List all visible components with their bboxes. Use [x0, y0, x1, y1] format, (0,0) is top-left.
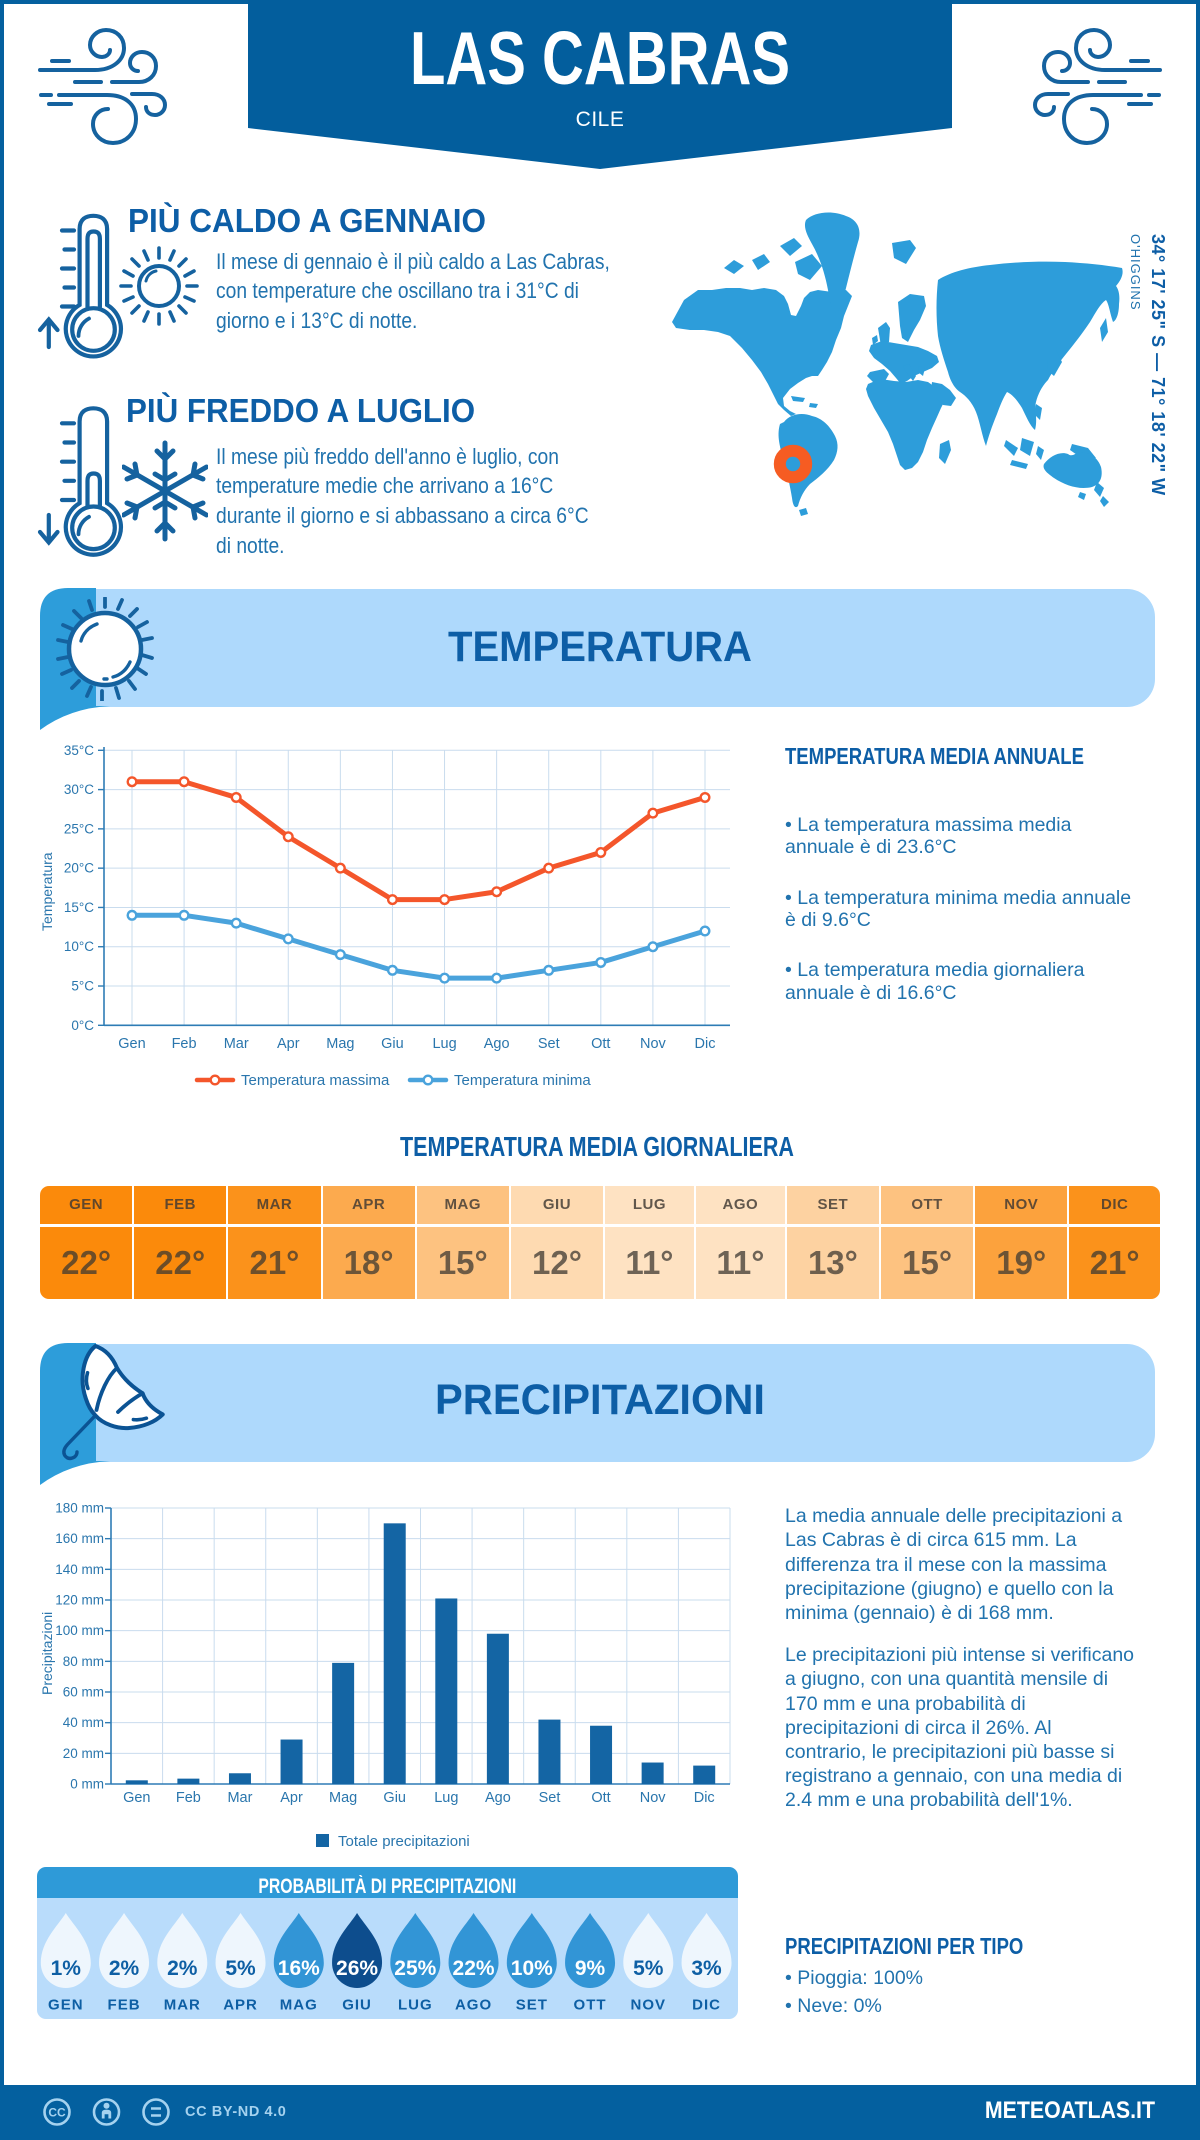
svg-text:5°C: 5°C [71, 979, 94, 994]
svg-text:Ago: Ago [484, 1036, 510, 1052]
svg-text:NOV: NOV [631, 1997, 667, 2014]
svg-text:MAR: MAR [164, 1997, 201, 2014]
svg-text:Giu: Giu [383, 1790, 406, 1806]
svg-text:25%: 25% [394, 1957, 436, 1980]
svg-text:5%: 5% [225, 1957, 256, 1980]
svg-text:Nov: Nov [640, 1790, 667, 1806]
svg-text:100 mm: 100 mm [55, 1623, 104, 1638]
svg-text:16%: 16% [278, 1957, 320, 1980]
svg-text:AGO: AGO [455, 1997, 492, 2014]
svg-text:Feb: Feb [172, 1036, 197, 1052]
svg-text:APR: APR [223, 1997, 258, 2014]
svg-text:Lug: Lug [432, 1036, 456, 1052]
svg-text:Mag: Mag [329, 1790, 357, 1806]
svg-text:3%: 3% [691, 1957, 722, 1980]
svg-text:160 mm: 160 mm [55, 1531, 104, 1546]
svg-text:Set: Set [539, 1790, 561, 1806]
svg-text:DIC: DIC [692, 1997, 721, 2014]
svg-text:1%: 1% [51, 1957, 82, 1980]
svg-text:20°C: 20°C [64, 861, 94, 876]
svg-text:Dic: Dic [694, 1790, 715, 1806]
svg-text:GIU: GIU [342, 1997, 372, 2014]
svg-text:Set: Set [538, 1036, 560, 1052]
svg-text:180 mm: 180 mm [55, 1501, 104, 1516]
svg-text:Lug: Lug [434, 1790, 458, 1806]
svg-text:30°C: 30°C [64, 782, 94, 797]
svg-text:Mag: Mag [326, 1036, 354, 1052]
svg-text:140 mm: 140 mm [55, 1562, 104, 1577]
svg-text:Gen: Gen [123, 1790, 150, 1806]
svg-text:OTT: OTT [574, 1997, 607, 2014]
svg-text:Ott: Ott [591, 1036, 610, 1052]
svg-text:40 mm: 40 mm [63, 1715, 104, 1730]
svg-text:Nov: Nov [640, 1036, 667, 1052]
svg-text:26%: 26% [336, 1957, 378, 1980]
svg-text:Dic: Dic [695, 1036, 716, 1052]
svg-text:Totale precipitazioni: Totale precipitazioni [338, 1833, 470, 1850]
svg-text:60 mm: 60 mm [63, 1685, 104, 1700]
svg-text:5%: 5% [633, 1957, 664, 1980]
svg-text:SET: SET [516, 1997, 548, 2014]
svg-text:Ago: Ago [485, 1790, 511, 1806]
svg-text:2%: 2% [167, 1957, 198, 1980]
svg-text:Mar: Mar [224, 1036, 249, 1052]
svg-text:120 mm: 120 mm [55, 1593, 104, 1608]
svg-text:22%: 22% [453, 1957, 495, 1980]
svg-text:GEN: GEN [48, 1997, 84, 2014]
svg-text:80 mm: 80 mm [63, 1654, 104, 1669]
svg-text:FEB: FEB [108, 1997, 141, 2014]
svg-text:25°C: 25°C [64, 821, 94, 836]
svg-text:35°C: 35°C [64, 743, 94, 758]
svg-text:Temperatura minima: Temperatura minima [454, 1072, 591, 1089]
svg-text:Gen: Gen [118, 1036, 145, 1052]
svg-text:10%: 10% [511, 1957, 553, 1980]
svg-text:0°C: 0°C [71, 1018, 94, 1033]
svg-text:MAG: MAG [280, 1997, 318, 2014]
svg-text:Feb: Feb [176, 1790, 201, 1806]
svg-text:Precipitazioni: Precipitazioni [40, 1612, 55, 1695]
svg-text:LUG: LUG [398, 1997, 433, 2014]
svg-text:10°C: 10°C [64, 939, 94, 954]
svg-text:CC: CC [48, 2106, 66, 2120]
svg-text:9%: 9% [575, 1957, 606, 1980]
svg-text:Mar: Mar [227, 1790, 252, 1806]
svg-text:Temperatura massima: Temperatura massima [241, 1072, 390, 1089]
svg-text:Ott: Ott [591, 1790, 610, 1806]
svg-text:Giu: Giu [381, 1036, 404, 1052]
svg-text:0 mm: 0 mm [70, 1777, 104, 1792]
svg-text:20 mm: 20 mm [63, 1746, 104, 1761]
svg-text:Apr: Apr [277, 1036, 300, 1052]
svg-text:Temperatura: Temperatura [40, 852, 55, 931]
svg-text:Apr: Apr [280, 1790, 303, 1806]
svg-text:15°C: 15°C [64, 900, 94, 915]
svg-text:2%: 2% [109, 1957, 140, 1980]
